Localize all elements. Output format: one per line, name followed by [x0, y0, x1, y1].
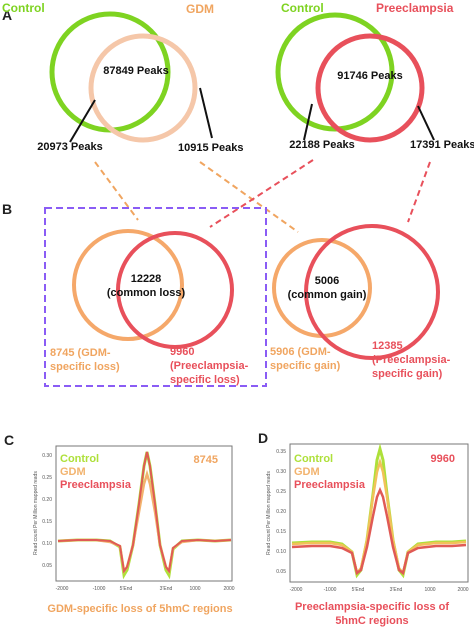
y-tick-label: 0.15: [42, 519, 52, 525]
connector-dashed-line: [407, 161, 431, 223]
x-tick-label: 5'End: [120, 586, 133, 592]
connector-dashed-line: [94, 161, 139, 221]
venn-circle-gdm-gain: [272, 238, 372, 338]
legend-control: Control: [60, 453, 99, 465]
plot-caption: 5hmC regions: [335, 615, 408, 627]
venn-right-label: 12385: [372, 340, 403, 352]
connector-dashed-line: [199, 161, 299, 233]
leader-line: [303, 103, 313, 141]
panel-b-letter: B: [2, 201, 12, 217]
legend-preeclampsia: Preeclampsia: [60, 479, 132, 491]
y-tick-label: 0.25: [276, 489, 286, 495]
venn-right-label: (Preeclampsia-: [170, 360, 249, 372]
venn-label-control: Control: [281, 1, 324, 15]
y-tick-label: 0.20: [42, 497, 52, 503]
venn-left-label: specific loss): [50, 361, 120, 373]
x-tick-label: 1000: [189, 586, 200, 592]
x-tick-label: -1000: [324, 587, 337, 593]
x-tick-label: -1000: [93, 586, 106, 592]
plot-caption: Preeclampsia-specific loss of: [295, 601, 449, 613]
venn-circle-gdm: [88, 33, 198, 143]
leader-line: [199, 87, 213, 139]
y-tick-label: 0.35: [276, 449, 286, 455]
venn-overlap-label: (common gain): [288, 289, 367, 301]
venn-right-label: specific gain): [372, 368, 443, 380]
venn-common-gain: 5006 (common gain) 5906 (GDM- specific g…: [270, 224, 451, 380]
x-tick-label: -2000: [56, 586, 69, 592]
venn-circle-preeclampsia-loss: [116, 231, 234, 349]
leader-line: [69, 99, 96, 143]
x-tick-label: 3'End: [390, 587, 403, 593]
leader-line: [417, 105, 435, 141]
venn-label-control: Control: [2, 1, 45, 15]
x-tick-label: -2000: [290, 587, 303, 593]
x-tick-labels: -2000 -1000 5'End 3'End 1000 2000: [290, 587, 469, 593]
x-tick-label: 1000: [424, 587, 435, 593]
y-tick-label: 0.10: [276, 549, 286, 555]
y-tick-label: 0.30: [276, 469, 286, 475]
venn-circle-preeclampsia-gain: [304, 224, 440, 360]
venn-right-label: 9960: [170, 346, 194, 358]
legend-gdm: GDM: [294, 466, 320, 478]
y-tick-label: 0.30: [42, 453, 52, 459]
venn-only-control-count: 20973 Peaks: [37, 141, 102, 153]
y-tick-label: 0.10: [42, 541, 52, 547]
venn-left-label: 5906 (GDM-: [270, 346, 331, 358]
y-tick-labels: 0.30 0.25 0.20 0.15 0.10 0.05: [42, 453, 52, 569]
x-tick-label: 5'End: [352, 587, 365, 593]
profile-plot-c: Read count Per Million mapped reads 0.30…: [33, 445, 235, 615]
legend-control: Control: [294, 453, 333, 465]
venn-circle-gdm-loss: [72, 229, 184, 341]
venn-control-preeclampsia: Control Preeclampsia 91746 Peaks 22188 P…: [275, 1, 474, 151]
venn-control-gdm: Control GDM 87849 Peaks 20973 Peaks 1091…: [2, 1, 243, 154]
venn-only-preeclampsia-count: 17391 Peaks: [410, 139, 474, 151]
venn-label-gdm: GDM: [186, 2, 214, 16]
common-loss-highlight-box: [44, 207, 267, 387]
panel-d-letter: D: [258, 430, 268, 446]
profile-curve-preeclampsia: [291, 486, 467, 576]
venn-left-label: 8745 (GDM-: [50, 347, 111, 359]
venn-right-label: (Preeclampsia-: [372, 354, 451, 366]
plot-frame: [55, 445, 233, 582]
panel-a-letter: A: [2, 7, 12, 23]
venn-label-preeclampsia: Preeclampsia: [376, 1, 454, 15]
profile-plot-d: Read count Per Million mapped reads 0.35…: [266, 443, 469, 627]
legend-preeclampsia: Preeclampsia: [294, 479, 366, 491]
venn-overlap-label: (common loss): [107, 287, 186, 299]
venn-overlap-count: 5006: [315, 275, 339, 287]
venn-circle-preeclampsia: [315, 33, 425, 143]
legend-gdm: GDM: [60, 466, 86, 478]
plot-caption: GDM-specific loss of 5hmC regions: [47, 603, 232, 615]
x-tick-label: 2000: [223, 586, 234, 592]
venn-common-loss: 12228 (common loss) 8745 (GDM- specific …: [50, 229, 249, 386]
venn-only-control-count: 22188 Peaks: [289, 139, 354, 151]
venn-only-gdm-count: 10915 Peaks: [178, 142, 243, 154]
y-tick-labels: 0.35 0.30 0.25 0.20 0.15 0.10 0.05: [276, 449, 286, 575]
x-tick-labels: -2000 -1000 5'End 3'End 1000 2000: [56, 586, 235, 592]
y-axis-label: Read count Per Million mapped reads: [33, 471, 39, 555]
venn-overlap-count: 87849 Peaks: [103, 65, 168, 77]
venn-overlap-count: 12228: [131, 273, 162, 285]
venn-overlap-count: 91746 Peaks: [337, 70, 402, 82]
y-axis-label: Read count Per Million mapped reads: [266, 471, 272, 555]
y-tick-label: 0.05: [42, 563, 52, 569]
panel-c-letter: C: [4, 432, 14, 448]
connector-dashed-line: [209, 159, 314, 228]
y-tick-label: 0.05: [276, 569, 286, 575]
y-tick-label: 0.20: [276, 509, 286, 515]
profile-curve-preeclampsia: [57, 451, 232, 574]
venn-right-label: specific loss): [170, 374, 240, 386]
region-count: 8745: [194, 454, 218, 466]
region-count: 9960: [431, 453, 455, 465]
y-tick-label: 0.15: [276, 529, 286, 535]
x-tick-label: 3'End: [160, 586, 173, 592]
venn-left-label: specific gain): [270, 360, 341, 372]
y-tick-label: 0.25: [42, 475, 52, 481]
x-tick-label: 2000: [457, 587, 468, 593]
profile-curve-gdm: [291, 457, 467, 576]
